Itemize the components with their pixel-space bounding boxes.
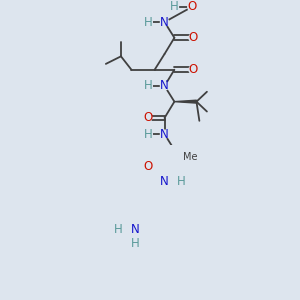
Text: H: H bbox=[144, 80, 153, 92]
Circle shape bbox=[131, 240, 139, 248]
Circle shape bbox=[160, 130, 169, 138]
Text: H: H bbox=[114, 223, 123, 236]
Circle shape bbox=[160, 178, 169, 186]
Circle shape bbox=[189, 34, 197, 42]
Circle shape bbox=[144, 82, 152, 90]
Circle shape bbox=[131, 225, 139, 233]
Polygon shape bbox=[174, 100, 196, 103]
Text: O: O bbox=[188, 31, 198, 44]
Circle shape bbox=[170, 3, 178, 11]
Text: O: O bbox=[143, 160, 152, 172]
Text: H: H bbox=[170, 1, 179, 13]
Text: H: H bbox=[144, 128, 153, 141]
Circle shape bbox=[144, 162, 152, 170]
Text: O: O bbox=[187, 1, 196, 13]
Circle shape bbox=[144, 130, 152, 138]
Text: H: H bbox=[144, 16, 153, 28]
Circle shape bbox=[115, 225, 123, 233]
Text: H: H bbox=[176, 175, 185, 188]
Circle shape bbox=[187, 153, 194, 160]
Text: N: N bbox=[160, 80, 169, 92]
Text: N: N bbox=[160, 128, 169, 141]
Circle shape bbox=[144, 114, 152, 122]
Text: N: N bbox=[130, 223, 139, 236]
Text: O: O bbox=[143, 111, 152, 124]
Text: O: O bbox=[188, 63, 198, 76]
Text: N: N bbox=[160, 16, 169, 28]
Circle shape bbox=[144, 18, 152, 26]
Circle shape bbox=[188, 3, 196, 11]
Circle shape bbox=[160, 82, 169, 90]
Circle shape bbox=[160, 18, 169, 26]
Text: H: H bbox=[130, 237, 139, 250]
Circle shape bbox=[177, 178, 185, 186]
Text: N: N bbox=[160, 175, 169, 188]
Text: Me: Me bbox=[183, 152, 198, 162]
Circle shape bbox=[189, 66, 197, 74]
